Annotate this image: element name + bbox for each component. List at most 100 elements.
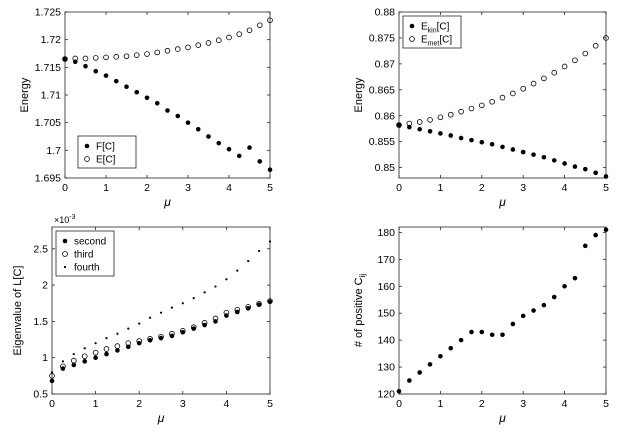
x-tick-label: 4	[562, 182, 568, 194]
legend-label: third	[74, 250, 93, 261]
data-point-6	[447, 111, 454, 118]
data-point-2	[60, 363, 66, 370]
y-tick-label: 0.86	[375, 110, 396, 122]
data-point-2	[407, 378, 412, 383]
data-point-5	[438, 353, 443, 359]
data-point-1	[50, 371, 54, 374]
y-tick-label: 1.695	[35, 173, 61, 185]
data-point-17	[562, 161, 567, 166]
data-point-1	[49, 373, 55, 379]
data-point-5	[93, 355, 98, 360]
x-axis-label: μ	[163, 195, 171, 209]
data-point-7	[123, 53, 130, 60]
data-point-5	[103, 73, 109, 78]
legend-label: Emet[C]	[421, 35, 452, 48]
data-point-14	[531, 308, 536, 313]
data-point-8	[134, 89, 140, 95]
data-point-16	[213, 319, 218, 324]
legend-label: Ekin[C]	[421, 22, 450, 35]
data-point-15	[205, 40, 212, 46]
data-point-16	[551, 69, 558, 76]
x-tick-label: 1	[103, 182, 109, 194]
data-point-18	[572, 164, 578, 169]
data-point-11	[500, 332, 505, 338]
data-point-14	[195, 127, 201, 132]
data-point-4	[82, 359, 87, 364]
data-point-1	[396, 122, 402, 128]
x-tick-label: 5	[603, 398, 609, 410]
data-point-13	[185, 120, 191, 125]
data-point-20	[592, 42, 599, 49]
data-point-13	[180, 328, 186, 334]
data-point-17	[226, 146, 232, 152]
data-point-7	[124, 84, 129, 89]
y-tick-label: 2	[42, 280, 48, 292]
data-point-10	[154, 101, 160, 106]
data-point-13	[180, 329, 186, 335]
y-tick-label: 180	[377, 227, 395, 239]
data-point-6	[448, 345, 454, 351]
y-tick-label: 1.7	[46, 145, 61, 157]
data-point-19	[583, 243, 588, 249]
data-point-8	[127, 327, 130, 330]
y-tick-label: 120	[377, 389, 395, 401]
data-point-7	[458, 135, 464, 141]
data-point-17	[226, 34, 232, 41]
data-point-legend	[409, 23, 415, 29]
x-axis-label: μ	[498, 195, 506, 209]
y-axis-label: Energy	[353, 77, 365, 112]
plot-area	[51, 226, 271, 395]
y-tick-label: 0.87	[375, 58, 396, 70]
data-point-3	[417, 370, 423, 375]
data-point-20	[256, 22, 263, 29]
data-point-6	[103, 346, 110, 352]
legend: second third fourth	[55, 230, 115, 277]
series-2	[49, 298, 273, 379]
data-point-21	[267, 17, 273, 24]
legend-label: E[C]	[96, 155, 116, 166]
x-tick-label: 2	[479, 182, 485, 194]
data-point-1	[62, 56, 68, 62]
data-point-11	[500, 144, 505, 150]
data-point-16	[214, 285, 217, 288]
data-point-5	[438, 131, 443, 136]
chart-panel-2: 0 1 2 3 4 5 0.85 0.855 0.86 0.865 0.87 0.875 0.88 μ En…	[353, 7, 609, 210]
x-tick-label: 0	[62, 182, 68, 194]
x-tick-label: 2	[479, 398, 485, 410]
data-point-7	[458, 108, 464, 115]
data-point-legend	[63, 265, 67, 269]
data-point-21	[267, 167, 273, 172]
data-point-15	[201, 320, 208, 326]
data-point-4	[92, 55, 99, 61]
data-point-8	[469, 329, 474, 335]
data-point-5	[437, 114, 444, 121]
data-point-14	[195, 42, 202, 48]
data-point-20	[593, 170, 598, 176]
data-point-18	[572, 57, 578, 64]
data-point-12	[175, 113, 181, 119]
data-point-13	[181, 302, 184, 305]
legend-box	[55, 230, 115, 277]
chart-panel-3: 0 1 2 3 4 5 0.5 1 1.5 2 2.5 μ Eigenvalue of L[C] ×10-…	[12, 214, 273, 425]
data-point-14	[191, 326, 196, 331]
data-point-16	[215, 37, 222, 44]
data-point-13	[520, 313, 526, 319]
data-point-5	[94, 342, 97, 345]
data-point-16	[551, 294, 557, 300]
data-point-10	[489, 141, 495, 147]
data-point-6	[105, 336, 108, 340]
x-tick-label: 3	[185, 182, 191, 194]
x-tick-label: 3	[180, 398, 186, 410]
data-point-5	[92, 349, 99, 356]
y-tick-label: 0.88	[375, 7, 396, 19]
data-point-legend	[409, 36, 415, 42]
y-tick-label: 0.865	[369, 84, 395, 96]
data-point-16	[551, 158, 557, 163]
x-tick-label: 1	[93, 398, 99, 410]
data-point-6	[104, 351, 109, 357]
legend: Ekin[C]Emet[C]	[402, 15, 462, 49]
x-tick-label: 3	[520, 182, 526, 194]
data-point-14	[531, 152, 536, 157]
data-point-14	[530, 80, 537, 87]
data-point-15	[203, 291, 206, 294]
